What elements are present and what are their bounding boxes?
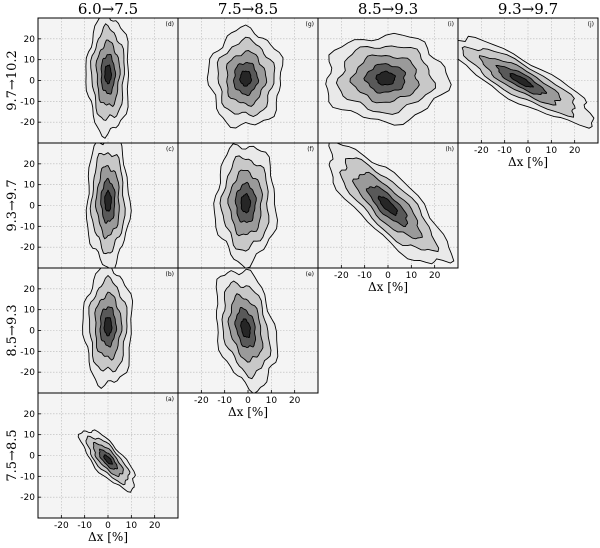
y-tick-label: -10 xyxy=(20,472,35,482)
y-tick-label: -10 xyxy=(20,347,35,357)
contour-level xyxy=(104,189,112,212)
x-tick-label: -20 xyxy=(194,396,209,406)
y-tick-label: 20 xyxy=(24,160,36,170)
y-tick-label: -10 xyxy=(20,222,35,232)
contour-level xyxy=(239,70,252,87)
y-tick-label: 0 xyxy=(29,202,35,212)
panel: (c) -20 -10 0 10 20 xyxy=(20,142,179,269)
y-tick-label: -10 xyxy=(20,97,35,107)
contour-level xyxy=(509,73,535,88)
y-tick-label: -20 xyxy=(20,368,35,378)
x-tick-label: 10 xyxy=(406,271,418,281)
panel: (b) -20 -10 0 10 20 xyxy=(20,267,179,394)
x-tick-label: 10 xyxy=(546,146,558,156)
contour-level xyxy=(377,195,398,217)
contour-group xyxy=(82,268,134,389)
panel: (e) -20 -10 0 10 20 Δx [%] xyxy=(177,267,319,419)
panel: (j) -20 -10 0 10 20 Δx [%] xyxy=(457,17,599,169)
panel-label: (d) xyxy=(166,21,175,28)
panel-label: (h) xyxy=(446,146,454,153)
y-tick-label: 10 xyxy=(24,181,36,191)
panel-label: (b) xyxy=(166,271,175,278)
y-tick-label: 0 xyxy=(29,327,35,337)
contour-group xyxy=(328,143,455,265)
x-tick-label: 0 xyxy=(105,521,111,531)
x-tick-label: -10 xyxy=(77,521,92,531)
x-tick-label: -10 xyxy=(357,271,372,281)
y-tick-label: -20 xyxy=(20,118,35,128)
y-tick-label: 20 xyxy=(24,410,36,420)
y-tick-label: 10 xyxy=(24,431,36,441)
contour-level xyxy=(103,316,113,337)
contour-level xyxy=(240,192,252,214)
panel-label: (f) xyxy=(307,146,314,153)
column-title: 7.5→8.5 xyxy=(218,0,278,18)
panel: (h) -20 -10 0 10 20 Δx [%] xyxy=(317,142,459,294)
panel: (i) xyxy=(317,17,459,144)
contour-group xyxy=(215,268,279,393)
contour-level xyxy=(103,454,114,465)
y-tick-label: 0 xyxy=(29,77,35,87)
x-tick-label: -20 xyxy=(334,271,349,281)
y-tick-label: 10 xyxy=(24,56,36,66)
panel-label: (e) xyxy=(306,271,314,278)
panel: (f) xyxy=(177,142,319,269)
contour-group xyxy=(77,429,136,493)
contour-group xyxy=(458,35,595,129)
panel-label: (j) xyxy=(588,21,594,28)
x-axis-label: Δx [%] xyxy=(368,280,408,294)
y-tick-label: 20 xyxy=(24,35,36,45)
contour-group xyxy=(85,18,130,139)
x-tick-label: -20 xyxy=(474,146,489,156)
panel-label: (i) xyxy=(448,21,454,28)
x-tick-label: -20 xyxy=(54,521,69,531)
row-title: 7.5→8.5 xyxy=(5,429,20,481)
x-axis-label: Δx [%] xyxy=(508,155,548,169)
column-title: 8.5→9.3 xyxy=(358,0,418,18)
x-tick-label: 0 xyxy=(525,146,531,156)
column-title: 9.3→9.7 xyxy=(498,0,558,18)
panel: (a) -20 -10 0 10 20 -20 -10 0 10 20 Δx [%] xyxy=(20,392,179,544)
column-title: 6.0→7.5 xyxy=(78,0,138,18)
x-axis-label: Δx [%] xyxy=(228,405,268,419)
y-tick-label: 20 xyxy=(24,285,36,295)
y-tick-label: -20 xyxy=(20,243,35,253)
row-title: 8.5→9.3 xyxy=(5,304,20,356)
x-tick-label: 0 xyxy=(385,271,391,281)
x-tick-label: 0 xyxy=(245,396,251,406)
panel-label: (g) xyxy=(306,21,315,28)
y-tick-label: 0 xyxy=(29,452,35,462)
panel: (g) xyxy=(177,17,319,144)
y-tick-label: 10 xyxy=(24,306,36,316)
x-tick-label: 10 xyxy=(266,396,278,406)
contour-level xyxy=(104,64,112,85)
contour-group xyxy=(85,143,132,268)
x-tick-label: -10 xyxy=(217,396,232,406)
x-tick-label: 20 xyxy=(149,521,161,531)
panel: (d) -20 -10 0 10 20 xyxy=(20,17,179,144)
row-title: 9.3→9.7 xyxy=(5,179,20,231)
contour-level xyxy=(375,70,396,86)
x-tick-label: 10 xyxy=(126,521,138,531)
x-axis-label: Δx [%] xyxy=(88,530,128,544)
x-tick-label: 20 xyxy=(429,271,441,281)
row-title: 9.7→10.2 xyxy=(5,50,20,111)
contour-group xyxy=(213,143,278,268)
x-tick-label: 20 xyxy=(569,146,581,156)
x-tick-label: 20 xyxy=(289,396,301,406)
panel-label: (a) xyxy=(166,396,174,403)
contour-group xyxy=(206,24,284,129)
contour-level xyxy=(240,318,251,338)
y-tick-label: -20 xyxy=(20,493,35,503)
x-tick-label: -10 xyxy=(497,146,512,156)
panel-label: (c) xyxy=(166,146,174,153)
contour-group xyxy=(325,32,452,126)
